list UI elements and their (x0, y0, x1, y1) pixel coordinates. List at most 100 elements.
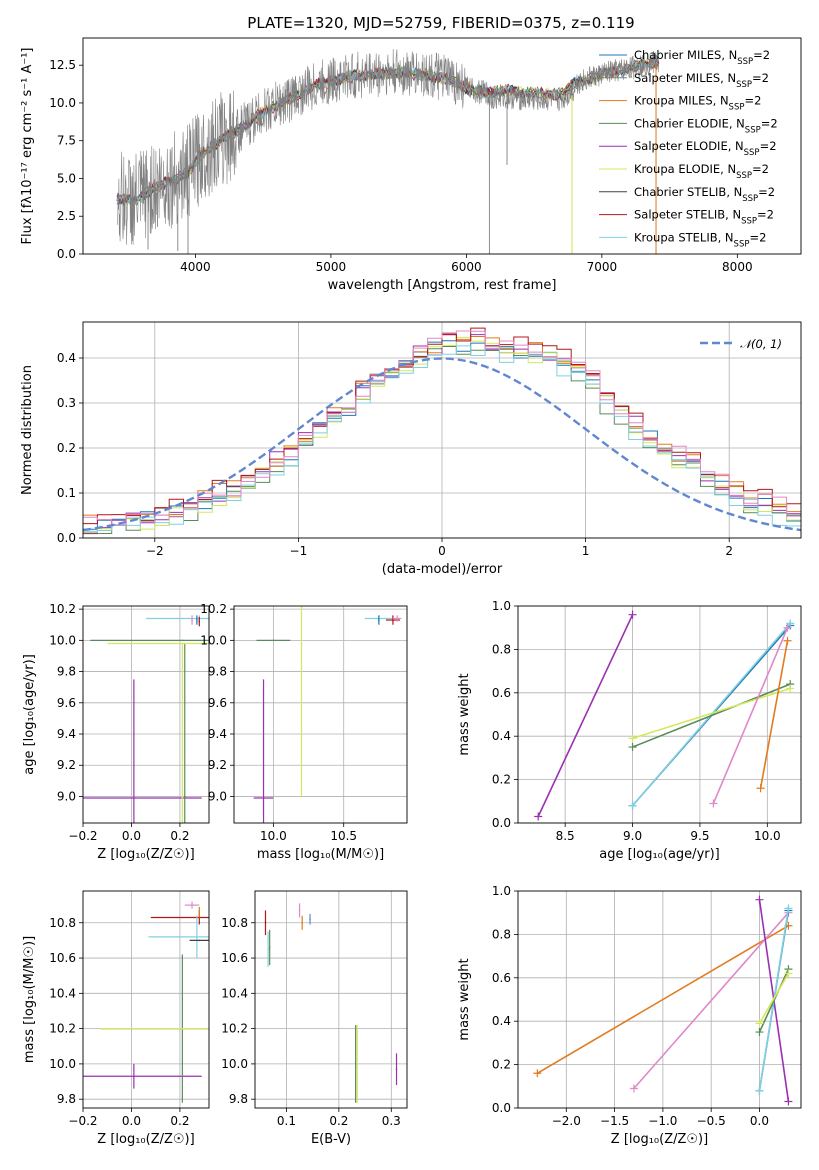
weight-segment (758, 968, 790, 1033)
data-point (301, 921, 303, 924)
y-tick-label: 0.0 (492, 816, 511, 830)
y-tick-label: 0.4 (57, 351, 76, 365)
x-tick-label: 6000 (451, 260, 482, 274)
data-point (298, 909, 301, 912)
y-tick-label: 2.5 (57, 209, 76, 223)
data-point (198, 620, 201, 623)
y-tick-label: 9.6 (208, 696, 227, 710)
data-point (378, 619, 380, 621)
y-tick-label: 1.0 (492, 884, 511, 898)
x-tick-label: −1.0 (648, 1114, 677, 1128)
weight-marker (755, 895, 764, 904)
weight-marker (755, 1028, 764, 1037)
x-tick-label: 0.0 (122, 1114, 141, 1128)
data-point (191, 904, 193, 906)
x-tick-label: 1 (582, 544, 590, 558)
x-tick-label: 10.0 (260, 829, 287, 843)
y-tick-label: 0.2 (57, 441, 76, 455)
figure-title: PLATE=1320, MJD=52759, FIBERID=0375, z=0… (247, 14, 634, 32)
x-axis-label: Z [log₁₀(Z/Z☉)] (611, 1132, 708, 1147)
data-point (392, 619, 394, 621)
weight-segment (631, 622, 791, 807)
legend-entry: Kroupa STELIB, NSSP=2 (634, 230, 766, 249)
x-tick-label: 0.0 (122, 829, 141, 843)
x-tick-label: 0.2 (170, 1114, 189, 1128)
legend-entry: Kroupa MILES, NSSP=2 (634, 94, 761, 113)
y-tick-label: 10.2 (49, 602, 76, 616)
chart-mass-vs-extinction: 0.1 0.2 0.3 9.8 10.0 10.2 10.4 10.6 10.8 E(B-V) (221, 890, 408, 1147)
data-point (354, 1063, 357, 1065)
y-tick-label: 9.0 (208, 789, 227, 803)
x-tick-label: −0.2 (68, 829, 97, 843)
y-tick-label: 0.2 (492, 773, 511, 787)
data-point (264, 921, 267, 924)
y-tick-label: 10.8 (49, 916, 76, 930)
plot-frame (82, 37, 802, 255)
x-tick-label: −1 (290, 544, 308, 558)
chart-age-vs-mass: 10.0 10.5 9.0 9.2 9.4 9.6 9.8 10.0 10.2 mass [log… (200, 602, 408, 862)
plot-area (83, 606, 209, 823)
y-tick-label: 0.2 (492, 1058, 511, 1072)
weight-marker (533, 1069, 542, 1078)
y-axis-label: Normed distribution (20, 365, 35, 495)
x-tick-label: −2 (146, 544, 164, 558)
data-point (267, 948, 269, 951)
data-point (181, 795, 184, 798)
weight-marker (628, 734, 637, 743)
weight-marker (786, 619, 795, 628)
y-axis-label: Flux [fλ10⁻¹⁷ erg cm⁻² s⁻¹ A⁻¹] (20, 48, 35, 245)
plot-area (234, 606, 407, 823)
weight-marker (784, 1097, 793, 1106)
y-tick-label: 10.0 (200, 633, 227, 647)
y-tick-label: 10.4 (49, 986, 76, 1000)
y-axis-label: mass [log₁₀(M/M☉)] (22, 936, 37, 1063)
y-tick-label: 7.5 (57, 134, 76, 148)
x-tick-label: 4000 (180, 260, 211, 274)
weight-marker (755, 1019, 764, 1028)
x-axis-label: mass [log₁₀(M/M☉)] (257, 847, 384, 862)
y-tick-label: 9.6 (57, 696, 76, 710)
weight-marker (783, 623, 792, 632)
weight-segment (632, 683, 791, 748)
chart-spectrum: 4000 5000 6000 7000 8000 0.0 2.5 5.0 7.5 10.0 12.5… (20, 37, 802, 293)
plot-frame (82, 890, 210, 1109)
legend-entry: Chabrier ELODIE, NSSP=2 (634, 116, 778, 135)
histogram-series (83, 327, 801, 525)
histogram-series (83, 334, 801, 535)
x-tick-label: −0.2 (68, 1114, 97, 1128)
x-tick-label: 10.0 (754, 829, 781, 843)
x-tick-label: 0.2 (170, 829, 189, 843)
data-point (181, 1027, 184, 1030)
plot-frame (254, 890, 408, 1109)
y-tick-label: 9.8 (57, 1092, 76, 1106)
plot-frame (233, 605, 408, 824)
x-axis-label: E(B-V) (311, 1132, 351, 1147)
legend-entry: 𝒩(0, 1) (740, 337, 782, 351)
legend-entry: Salpeter ELODIE, NSSP=2 (634, 139, 777, 158)
x-tick-label: 0.1 (277, 1114, 296, 1128)
y-tick-label: 9.2 (57, 758, 76, 772)
data-point (191, 619, 193, 621)
weight-marker (629, 1084, 638, 1093)
y-tick-label: 10.2 (200, 602, 227, 616)
x-axis-label: (data-model)/error (382, 562, 503, 577)
chart-weight-vs-age: 8.5 9.0 9.5 10.0 0.0 0.2 0.4 0.6 0.8 1.0 age [log₁… (457, 599, 802, 862)
y-tick-label: 12.5 (49, 58, 76, 72)
y-tick-label: 10.8 (221, 916, 248, 930)
x-tick-label: 9.0 (623, 829, 642, 843)
y-tick-label: 0.0 (57, 247, 76, 261)
y-tick-label: 0.8 (492, 642, 511, 656)
weight-marker (628, 610, 637, 619)
weight-marker (756, 784, 765, 793)
legend-entry: Salpeter MILES, NSSP=2 (634, 71, 769, 90)
x-tick-label: 2 (725, 544, 733, 558)
plot-area (518, 891, 801, 1108)
weight-marker (534, 812, 543, 821)
histogram-series (83, 330, 801, 526)
plot-area (116, 49, 660, 254)
x-tick-label: 9.5 (690, 829, 709, 843)
normal-curve (83, 357, 801, 532)
data-point (133, 797, 135, 799)
weight-segment (633, 912, 790, 1089)
legend-entry: Chabrier STELIB, NSSP=2 (634, 185, 775, 204)
